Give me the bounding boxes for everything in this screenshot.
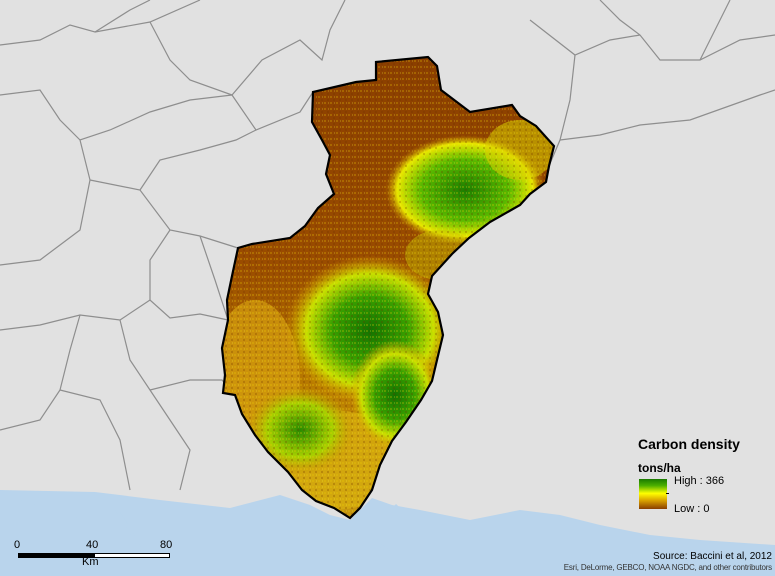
legend-title: Carbon density xyxy=(638,436,740,452)
scale-tick-40: 40 xyxy=(86,539,99,551)
legend-color-ramp xyxy=(639,479,667,509)
carbon-density-raster xyxy=(222,57,554,518)
state-outline xyxy=(220,55,556,520)
scale-bar: 0 40 80 Km xyxy=(14,539,184,569)
gulf-water xyxy=(0,490,775,576)
admin-boundaries xyxy=(0,0,775,491)
legend-unit: tons/ha xyxy=(638,461,681,475)
legend-low-label: Low : 0 xyxy=(674,503,710,515)
scale-tick-0: 0 xyxy=(14,539,21,551)
legend-high-label: High : 366 xyxy=(674,475,725,487)
scale-unit: Km xyxy=(82,556,99,568)
scale-bar-segment-2 xyxy=(94,553,170,558)
scale-tick-80: 80 xyxy=(160,539,173,551)
source-citation: Source: Baccini et al, 2012 xyxy=(653,551,772,562)
legend: Carbon density tons/ha High : 366 Low : … xyxy=(638,436,768,515)
scale-bar-segment-1 xyxy=(18,553,94,558)
basemap-credits: Esri, DeLorme, GEBCO, NOAA NGDC, and oth… xyxy=(563,563,772,572)
legend-ramp-tick xyxy=(666,493,669,494)
river-channels xyxy=(19,496,422,562)
